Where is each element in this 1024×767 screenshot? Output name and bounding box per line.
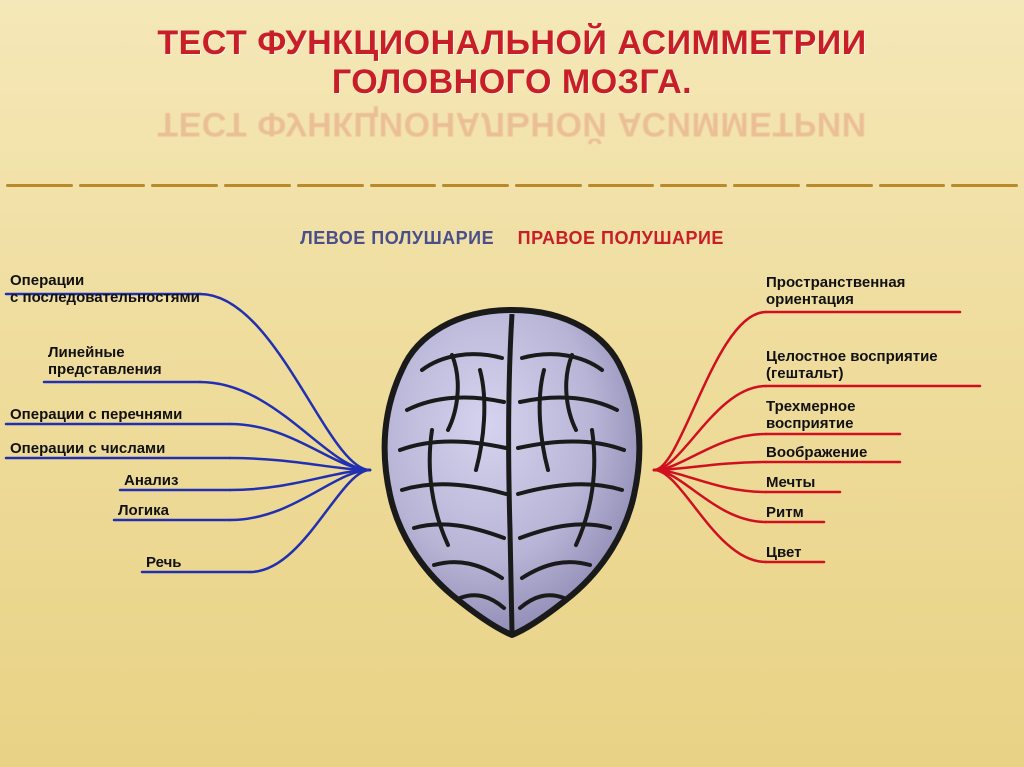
divider-row bbox=[0, 184, 1024, 187]
left-item-0: Операции с последовательностями bbox=[10, 272, 200, 307]
right-item-3: Воображение bbox=[766, 444, 867, 461]
left-item-1: Линейные представления bbox=[48, 344, 162, 379]
right-item-5: Ритм bbox=[766, 504, 804, 521]
right-item-2: Трехмерное восприятие bbox=[766, 398, 855, 433]
right-item-0: Пространственная ориентация bbox=[766, 274, 905, 309]
left-item-2: Операции с перечнями bbox=[10, 406, 182, 423]
left-item-5: Логика bbox=[118, 502, 169, 519]
brain-icon bbox=[362, 300, 662, 640]
hemisphere-labels: ЛЕВОЕ ПОЛУШАРИЕ ПРАВОЕ ПОЛУШАРИЕ bbox=[0, 228, 1024, 249]
right-item-1: Целостное восприятие (гештальт) bbox=[766, 348, 938, 383]
brain-illustration bbox=[362, 300, 662, 640]
title-block: ТЕСТ ФУНКЦИОНАЛЬНОЙ АСИММЕТРИИ ГОЛОВНОГО… bbox=[0, 0, 1024, 143]
right-item-6: Цвет bbox=[766, 544, 801, 561]
left-item-6: Речь bbox=[146, 554, 182, 571]
right-hemisphere-label: ПРАВОЕ ПОЛУШАРИЕ bbox=[518, 228, 724, 248]
title-line-2: ГОЛОВНОГО МОЗГА. bbox=[0, 63, 1024, 102]
left-item-4: Анализ bbox=[124, 472, 178, 489]
left-item-3: Операции с числами bbox=[10, 440, 165, 457]
right-item-4: Мечты bbox=[766, 474, 815, 491]
title-line-1: ТЕСТ ФУНКЦИОНАЛЬНОЙ АСИММЕТРИИ bbox=[0, 24, 1024, 63]
left-hemisphere-label: ЛЕВОЕ ПОЛУШАРИЕ bbox=[300, 228, 494, 248]
title-reflection: ТЕСТ ФУНКЦИОНАЛЬНОЙ АСИММЕТРИИ bbox=[0, 104, 1024, 143]
